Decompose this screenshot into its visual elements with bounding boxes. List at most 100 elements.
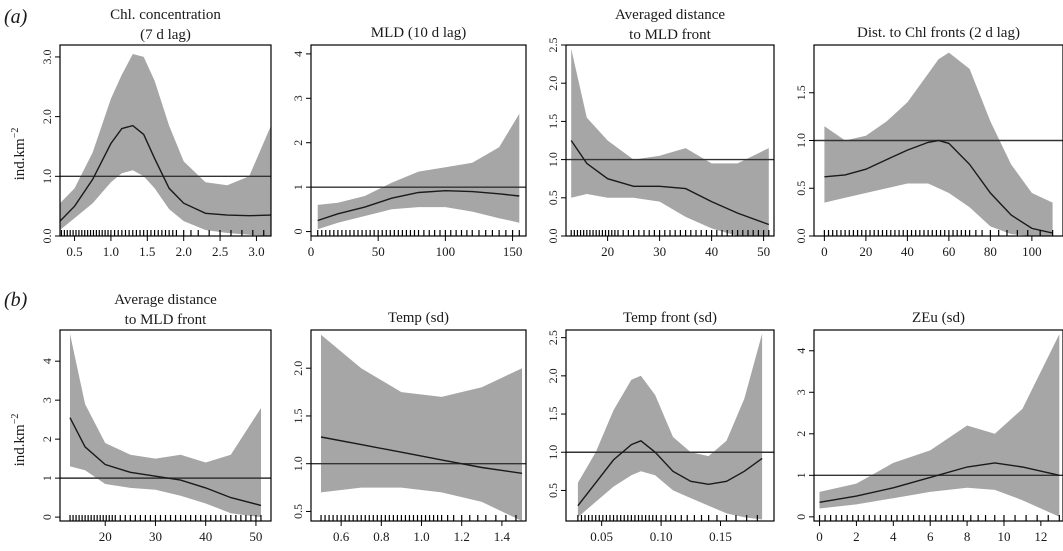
y-tick-label: 1.0 [546, 152, 560, 167]
fitted-curve [60, 124, 271, 222]
panel-1: 0.5 1.0 1.5 2.0 2.5 3.0 0.0 1.0 2.0 3.0 Chl. conce… [40, 7, 272, 259]
fitted-curve [577, 439, 763, 507]
y-tick-label: 2 [291, 140, 305, 146]
x-tick-label: 0 [816, 529, 823, 544]
panel-4: 0 20 40 60 80 100 0.0 0.5 1.0 1.5 Dist. to Chl fro… [794, 25, 1063, 259]
y-tick-label: 0.5 [546, 483, 560, 498]
panel-title: Temp front (sd) [623, 310, 717, 326]
x-tick-label: 40 [901, 244, 914, 259]
y-tick-label: 4 [40, 358, 54, 364]
y-tick-label: 2.0 [291, 361, 305, 376]
x-tick-label: 0.8 [373, 529, 389, 544]
y-tick-label: 3 [291, 95, 305, 101]
y-tick-label: 3 [40, 397, 54, 403]
confidence-band [824, 52, 1053, 236]
x-tick-label: 40 [199, 529, 212, 544]
panel-3: 20 30 40 50 0.0 0.5 1.0 1.5 2.0 2.5 Averaged dista… [546, 7, 775, 259]
x-tick-label: 50 [372, 244, 385, 259]
panel-title: Dist. to Chl fronts (2 d lag) [857, 25, 1020, 41]
x-tick-label: 30 [149, 529, 162, 544]
x-tick-label: 100 [436, 244, 456, 259]
y-tick-label: 1.5 [794, 85, 808, 100]
plot-frame [565, 44, 775, 237]
y-tick-label: 1.0 [794, 133, 808, 148]
plot-frame [565, 329, 775, 522]
y-tick-label: 2 [794, 431, 808, 437]
x-tick-label: 30 [653, 244, 666, 259]
confidence-band [577, 333, 763, 520]
x-tick-label: 100 [1022, 244, 1042, 259]
panel-title: (7 d lag) [140, 27, 191, 43]
plot-frame [59, 329, 272, 522]
panel-title: Averaged distance [615, 7, 725, 23]
x-tick-label: 0 [821, 244, 828, 259]
x-tick-label: 0.10 [650, 529, 673, 544]
confidence-band [60, 54, 271, 236]
x-tick-label: 20 [99, 529, 112, 544]
y-tick-label: 0.0 [794, 229, 808, 244]
x-tick-label: 60 [942, 244, 955, 259]
x-tick-label: 2.0 [176, 244, 192, 259]
panel-title: MLD (10 d lag) [371, 25, 466, 41]
y-tick-label: 2.0 [40, 109, 54, 124]
panel-label-b: (b) [4, 289, 28, 311]
panel-title: Chl. concentration [110, 7, 221, 23]
x-tick-label: 0 [308, 244, 315, 259]
panel-6: 0.6 0.8 1.0 1.2 1.4 0.5 1.0 1.5 2.0 Temp (sd) [291, 310, 527, 544]
fitted-curve [69, 417, 262, 507]
x-tick-label: 6 [927, 529, 934, 544]
x-tick-label: 1.5 [139, 244, 155, 259]
y-tick-label: 0.5 [546, 190, 560, 205]
y-tick-label: 0.5 [291, 504, 305, 519]
fitted-curve [819, 462, 1060, 503]
panel-title: Average distance [114, 292, 217, 308]
fitted-curve [570, 140, 770, 226]
y-tick-label: 1.5 [546, 114, 560, 129]
y-tick-label: 2 [40, 436, 54, 442]
x-tick-label: 50 [757, 244, 770, 259]
y-tick-label: 0.0 [546, 229, 560, 244]
y-tick-label: 2.5 [546, 330, 560, 345]
y-tick-label: 0.0 [40, 229, 54, 244]
fitted-curve [824, 139, 1053, 234]
plot-frame [310, 329, 527, 522]
y-tick-label: 1 [291, 184, 305, 190]
y-tick-label: 2.5 [546, 38, 560, 53]
y-tick-label: 0 [794, 514, 808, 520]
x-tick-label: 150 [503, 244, 523, 259]
panels: 0.5 1.0 1.5 2.0 2.5 3.0 0.0 1.0 2.0 3.0 Chl. conce… [40, 7, 1063, 544]
x-tick-label: 50 [249, 529, 262, 544]
y-tick-label: 3 [794, 389, 808, 395]
y-tick-label: 1.0 [40, 169, 54, 184]
x-tick-label: 2.5 [212, 244, 228, 259]
x-tick-label: 20 [601, 244, 614, 259]
y-tick-label: 4 [794, 348, 808, 354]
panel-title: to MLD front [125, 312, 207, 328]
panel-label-a: (a) [4, 6, 28, 28]
x-tick-label: 1.2 [454, 529, 470, 544]
y-axis-label-row-a: ind.km−2 [10, 128, 28, 181]
y-tick-label: 1.0 [546, 445, 560, 460]
x-tick-label: 10 [997, 529, 1010, 544]
y-tick-label: 1.5 [546, 407, 560, 422]
x-tick-label: 1.0 [413, 529, 429, 544]
plot-frame [310, 44, 527, 237]
y-tick-label: 1 [40, 475, 54, 481]
x-tick-label: 3.0 [248, 244, 264, 259]
x-tick-label: 0.15 [709, 529, 732, 544]
y-tick-label: 0.5 [794, 181, 808, 196]
confidence-band [317, 113, 520, 230]
x-tick-label: 0.5 [66, 244, 82, 259]
x-tick-label: 8 [964, 529, 971, 544]
x-tick-label: 40 [705, 244, 718, 259]
y-tick-label: 3.0 [40, 49, 54, 64]
fitted-curve [320, 436, 523, 474]
x-tick-label: 0.05 [590, 529, 613, 544]
x-tick-label: 1.0 [103, 244, 119, 259]
panel-5: 20 30 40 50 0 1 2 3 4 Average distance to MLD fron… [40, 292, 272, 544]
confidence-band [321, 334, 522, 521]
y-tick-label: 0 [291, 229, 305, 235]
y-tick-label: 1.5 [291, 408, 305, 423]
